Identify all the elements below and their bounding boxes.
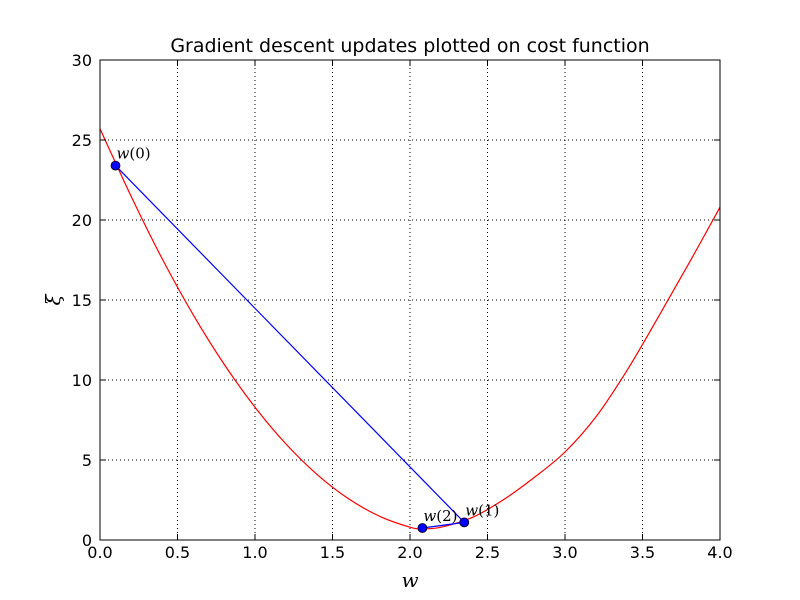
update-point-label-index: (2): [436, 507, 457, 525]
y-axis-label: ξ: [41, 294, 65, 306]
x-tick-label: 1.0: [242, 543, 267, 562]
update-point-label-prefix: w: [423, 507, 436, 525]
y-tick-label: 20: [72, 211, 92, 230]
update-point-label-prefix: w: [117, 145, 130, 163]
y-tick-label: 25: [72, 131, 92, 150]
update-point-label-prefix: w: [465, 501, 478, 519]
x-tick-label: 2.5: [475, 543, 500, 562]
y-tick-label: 10: [72, 371, 92, 390]
update-point-label: w(2): [423, 507, 457, 525]
plot-data: w(0)w(1)w(2): [100, 128, 720, 533]
update-point: [110, 160, 121, 171]
x-tick-label: 4.0: [707, 543, 732, 562]
cost-function-curve: [100, 128, 720, 530]
update-point-label-index: (0): [129, 145, 150, 163]
x-tick-label: 0.0: [87, 543, 112, 562]
x-tick-label: 1.5: [320, 543, 345, 562]
update-point: [417, 523, 428, 533]
y-tick-label: 0: [82, 531, 92, 550]
x-tick-label: 0.5: [165, 543, 190, 562]
y-tick-label: 15: [72, 291, 92, 310]
update-point-label-index: (1): [478, 501, 499, 519]
chart-title: Gradient descent updates plotted on cost…: [170, 35, 649, 57]
x-tick-label: 2.0: [397, 543, 422, 562]
ticks: 0.0 0.5 1.0 1.5 2.0 2.5 3.0 3.5 4.0 0 5 10 15 20 25 30: [72, 51, 733, 562]
y-tick-label: 5: [82, 451, 92, 470]
update-point-label: w(0): [117, 145, 151, 163]
y-tick-label: 30: [72, 51, 92, 70]
update-point-label: w(1): [465, 501, 499, 519]
x-tick-label: 3.0: [552, 543, 577, 562]
x-tick-label: 3.5: [630, 543, 655, 562]
grid: [100, 60, 720, 540]
x-axis-label: w: [401, 568, 418, 592]
update-point: [459, 517, 470, 528]
